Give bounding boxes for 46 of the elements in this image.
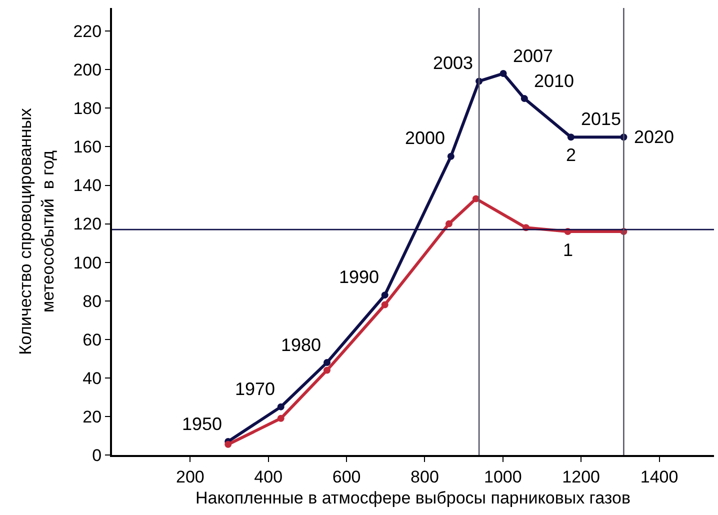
annotation: 2010: [534, 71, 574, 91]
point: [277, 414, 284, 422]
y-tick-label: 140: [73, 176, 102, 196]
y-tick-label: 200: [73, 60, 102, 80]
x-tick-label: 1400: [640, 467, 678, 486]
x-tick-label: 600: [332, 467, 361, 486]
y-tick-label: 80: [82, 292, 102, 311]
annotation: 2003: [433, 53, 474, 73]
annotation: 1970: [235, 379, 276, 399]
point: [381, 301, 388, 308]
point: [324, 359, 330, 366]
y-tick-label: 160: [73, 138, 102, 157]
annotation: 1980: [281, 335, 322, 355]
point: [567, 134, 574, 141]
y-tick-label: 180: [73, 99, 102, 118]
annotation: 2020: [634, 127, 674, 147]
x-tick-label: 400: [254, 467, 283, 486]
y-axis-title: Количество спровоцированных метеособытий в год: [16, 108, 58, 355]
point: [277, 403, 284, 410]
point: [445, 220, 452, 228]
point: [224, 440, 232, 448]
point: [472, 195, 480, 202]
y-tick-label: 60: [82, 330, 102, 350]
annotation: 1990: [339, 267, 380, 287]
annotation: 1950: [182, 414, 222, 434]
annotation: 2007: [513, 46, 554, 66]
y-tick-label: 120: [73, 214, 102, 234]
annotation: 2000: [405, 128, 446, 148]
series-label: 1: [563, 240, 574, 260]
point: [447, 152, 454, 160]
annotation: 2015: [581, 109, 622, 129]
x-axis-title: Накопленные в атмосфере выбросы парниковых газов: [196, 488, 630, 508]
x-tick-label: 800: [410, 467, 439, 486]
y-tick-label: 40: [82, 368, 102, 388]
y-tick-label: 220: [73, 22, 102, 42]
x-tick-label: 1200: [562, 467, 600, 486]
y-tick-label: 20: [82, 407, 102, 426]
y-tick-label: 0: [92, 446, 102, 465]
point: [324, 366, 330, 374]
x-tick-label: 1000: [484, 467, 522, 486]
series-label: 2: [566, 145, 576, 165]
point: [381, 292, 388, 299]
y-tick-label: 100: [73, 253, 102, 272]
point: [520, 95, 528, 102]
x-tick-label: 200: [176, 467, 204, 486]
point: [500, 70, 507, 78]
